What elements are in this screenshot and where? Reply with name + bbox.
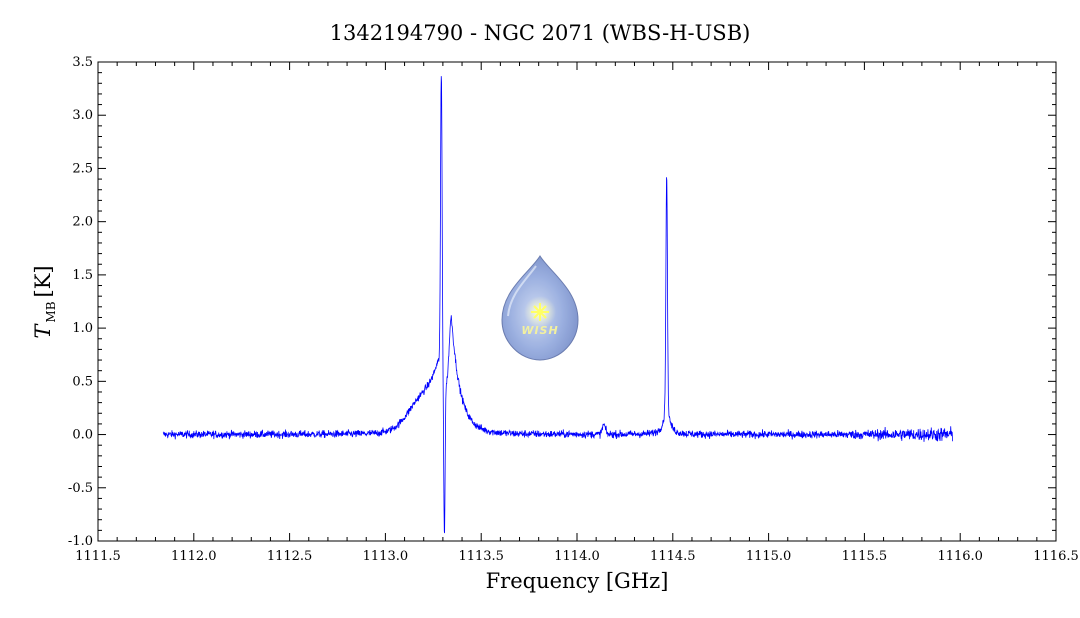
series-line [162, 76, 953, 534]
x-tick-label: 1113.0 [363, 549, 409, 564]
plot-frame [97, 61, 1057, 542]
star-icon [531, 303, 549, 321]
y-tick-label: -1.0 [68, 534, 93, 549]
y-tick-label: 3.5 [72, 55, 93, 70]
y-axis-tick-labels: -1.0 -0.5 0.0 0.5 1.0 1.5 2.0 2.5 3.0 3.5 [68, 55, 93, 549]
spectrum-series [162, 76, 953, 534]
y-axis-ticks [98, 61, 1056, 542]
y-axis-label: TMB [K] [31, 265, 58, 338]
x-tick-label: 1116.5 [1033, 549, 1079, 564]
y-tick-label: 0.5 [72, 374, 93, 389]
x-axis-tick-labels: 1111.5 1112.0 1112.5 1113.0 1113.5 1114.0 1114… [75, 549, 1079, 564]
x-axis-ticks [97, 62, 1057, 541]
y-tick-label: 2.5 [72, 161, 93, 176]
x-tick-label: 1112.5 [267, 549, 313, 564]
y-axis-label-subscript: MB [44, 301, 58, 322]
y-tick-label: 1.5 [72, 268, 93, 283]
x-tick-label: 1116.0 [937, 549, 983, 564]
chart-title: 1342194790 - NGC 2071 (WBS-H-USB) [330, 21, 751, 45]
x-axis-label: Frequency [GHz] [486, 569, 669, 593]
x-tick-label: 1111.5 [75, 549, 121, 564]
y-axis-label-symbol: T [31, 323, 55, 339]
y-tick-label: 0.0 [72, 428, 93, 443]
y-tick-label: 2.0 [72, 215, 93, 230]
x-tick-label: 1112.0 [171, 549, 217, 564]
y-axis-label-unit: [K] [31, 265, 55, 297]
y-tick-label: -0.5 [68, 481, 93, 496]
y-tick-label: 3.0 [72, 108, 93, 123]
wish-logo: WISH [501, 255, 579, 361]
svg-text:TMB[K]: TMB [K] [31, 265, 58, 338]
x-tick-label: 1115.5 [842, 549, 888, 564]
logo-text: WISH [521, 324, 558, 337]
x-tick-label: 1113.5 [458, 549, 504, 564]
x-tick-label: 1114.5 [650, 549, 696, 564]
x-tick-label: 1114.0 [554, 549, 600, 564]
x-tick-label: 1115.0 [746, 549, 792, 564]
y-tick-label: 1.0 [72, 321, 93, 336]
